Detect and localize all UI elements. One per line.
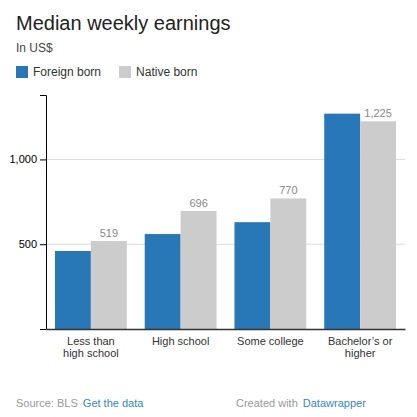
x-tick-label: Bachelor’s orhigher <box>328 335 393 360</box>
x-tick-label-line: higher <box>345 347 376 359</box>
bar <box>55 251 91 329</box>
x-tick-label-line: Less than <box>67 335 115 347</box>
annotation: Get the data <box>83 397 144 409</box>
bar <box>360 121 396 329</box>
bar-series <box>91 121 396 329</box>
legend: Foreign born Native born <box>16 65 197 79</box>
annotation: Datawrapper <box>303 397 366 409</box>
x-tick: Bachelor’s orhigher <box>328 335 393 360</box>
x-tick-label-line: Bachelor’s or <box>328 335 393 347</box>
y-tick-label: 500 <box>19 238 37 250</box>
x-tick-label: High school <box>152 335 209 347</box>
x-tick: Some college <box>237 335 304 347</box>
x-tick-label-line: High school <box>152 335 209 347</box>
legend-swatch <box>16 66 28 78</box>
x-tick-label: Less thanhigh school <box>63 335 119 360</box>
title: Median weekly earnings <box>16 12 231 34</box>
bar <box>324 114 360 329</box>
subtitle: In US$ <box>16 41 53 55</box>
bar <box>181 211 217 329</box>
y-tick-label: 1,000 <box>9 153 37 165</box>
annotation: Created with <box>236 397 301 409</box>
y-axis-line <box>40 96 47 330</box>
bar <box>270 198 306 329</box>
x-tick: Less thanhigh school <box>63 335 119 360</box>
data-labels: 519 696 770 1,225 <box>100 107 392 239</box>
annotation: Source: BLS <box>16 397 81 409</box>
data-label: 696 <box>189 197 207 209</box>
data-label: 770 <box>279 184 297 196</box>
bar <box>234 222 270 329</box>
legend-item: Foreign born <box>16 65 101 79</box>
data-label: 519 <box>100 227 118 239</box>
bars <box>55 114 396 329</box>
chart: Median weekly earnings In US$ Foreign born… <box>0 0 417 417</box>
x-tick-label-line: high school <box>63 347 119 359</box>
legend-swatch <box>119 66 131 78</box>
x-axis-line <box>47 329 406 331</box>
y-tick: 500 <box>19 238 46 250</box>
plot: 500 1,000 Less thanhigh school High school S… <box>9 96 405 360</box>
x-tick: High school <box>152 335 209 347</box>
y-tick-mark <box>40 244 46 245</box>
legend-label: Native born <box>136 65 197 79</box>
legend-label: Foreign born <box>33 65 101 79</box>
bar-series <box>55 114 360 329</box>
x-tick-label-line: Some college <box>237 335 304 347</box>
y-tick-mark <box>40 159 46 160</box>
y-axis: 500 1,000 <box>9 96 46 330</box>
y-tick: 1,000 <box>9 153 46 165</box>
bar <box>91 241 127 329</box>
data-label: 1,225 <box>364 107 392 119</box>
x-axis: Less thanhigh school High school Some coll… <box>47 330 406 360</box>
bar <box>145 234 181 329</box>
legend-item: Native born <box>119 65 197 79</box>
x-tick-label: Some college <box>237 335 304 347</box>
